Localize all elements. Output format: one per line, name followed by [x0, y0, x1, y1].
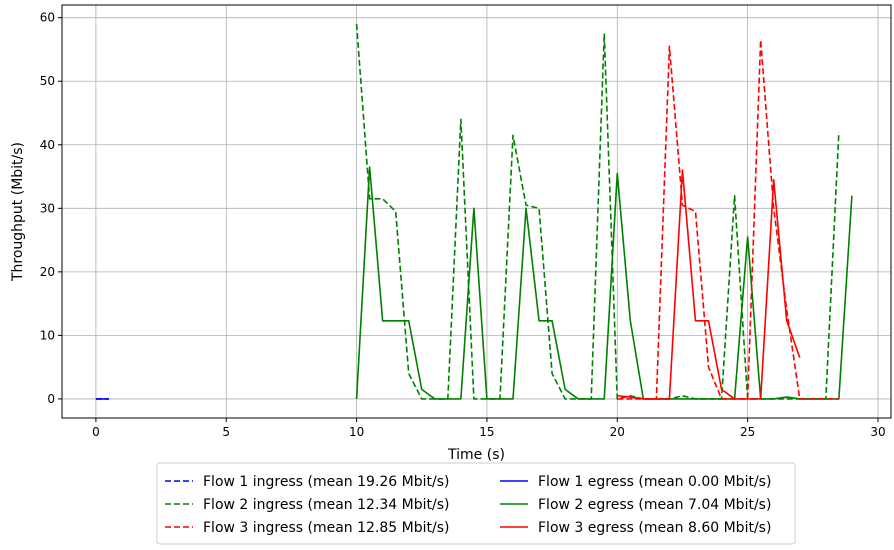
legend-entry-label: Flow 1 ingress (mean 19.26 Mbit/s) — [203, 474, 449, 490]
y-tick-label: 30 — [40, 201, 55, 215]
y-tick-label: 10 — [40, 328, 55, 342]
legend-entry-label: Flow 3 ingress (mean 12.85 Mbit/s) — [203, 520, 449, 536]
x-tick-label: 25 — [740, 425, 755, 439]
legend-entry-label: Flow 2 egress (mean 7.04 Mbit/s) — [538, 497, 771, 513]
x-tick-label: 30 — [870, 425, 885, 439]
y-axis-ticks: 0 10 20 30 40 50 60 — [40, 11, 62, 406]
y-tick-label: 0 — [47, 392, 55, 406]
legend-box — [156, 462, 796, 545]
y-tick-label: 50 — [40, 74, 55, 88]
x-axis-label: Time (s) — [447, 447, 505, 463]
series-line-3 — [355, 24, 840, 400]
series-line-4 — [355, 166, 853, 400]
series-line-6 — [617, 169, 801, 400]
series-line-5 — [617, 39, 839, 400]
series-lines — [95, 24, 853, 400]
legend-entry-label: Flow 2 ingress (mean 12.34 Mbit/s) — [203, 497, 449, 513]
x-axis-ticks: 0 5 10 15 20 25 30 — [92, 418, 886, 439]
y-tick-label: 60 — [40, 11, 55, 25]
x-tick-label: 5 — [222, 425, 230, 439]
x-tick-label: 15 — [479, 425, 494, 439]
grid-lines — [62, 5, 891, 418]
y-tick-label: 40 — [40, 138, 55, 152]
x-tick-label: 10 — [349, 425, 364, 439]
y-tick-label: 20 — [40, 265, 55, 279]
plot-frame — [61, 4, 892, 419]
x-tick-label: 0 — [92, 425, 100, 439]
legend: Flow 1 ingress (mean 19.26 Mbit/s) Flow 2… — [156, 462, 796, 545]
legend-entry-label: Flow 3 egress (mean 8.60 Mbit/s) — [538, 520, 771, 536]
legend-entry-label: Flow 1 egress (mean 0.00 Mbit/s) — [538, 474, 771, 490]
x-tick-label: 20 — [610, 425, 625, 439]
y-axis-label: Throughput (Mbit/s) — [10, 142, 26, 282]
